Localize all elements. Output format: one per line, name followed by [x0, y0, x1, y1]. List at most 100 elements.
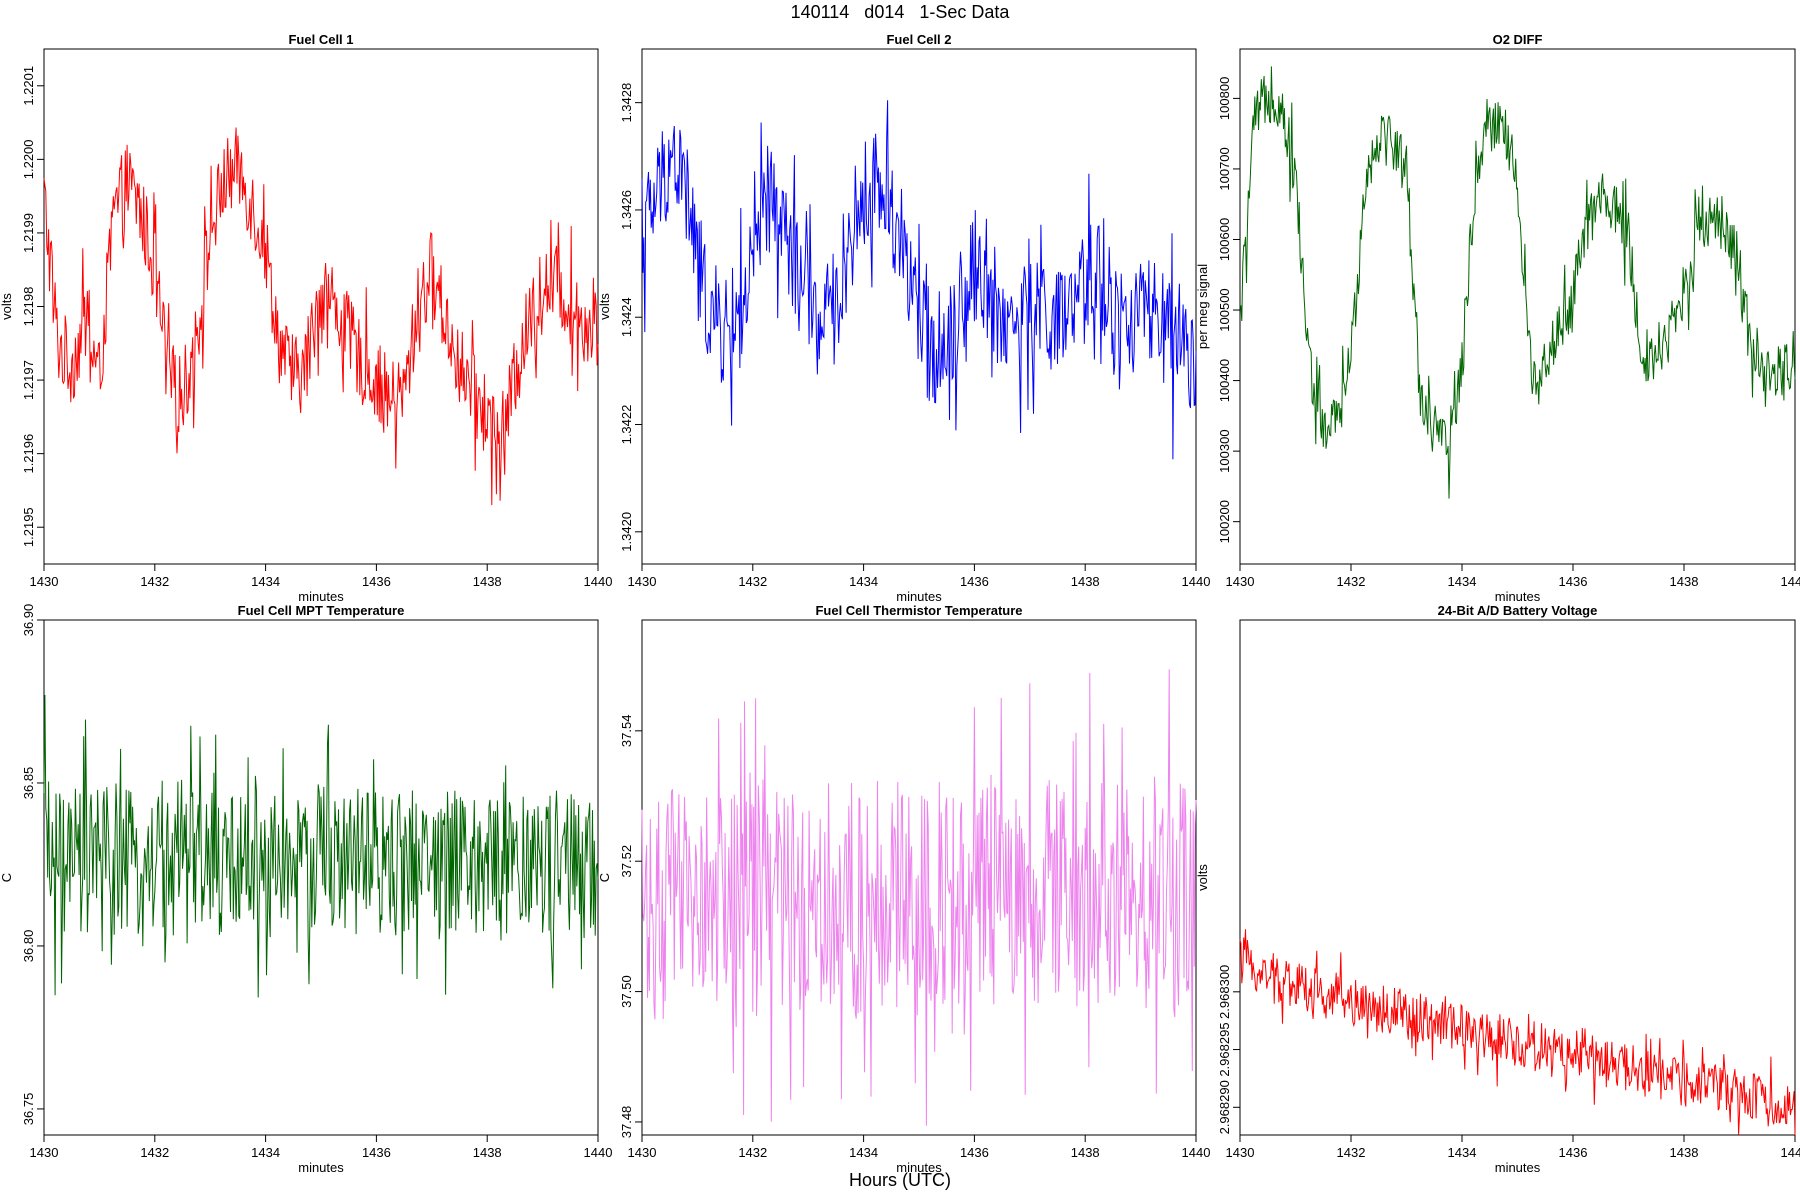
y-tick-label: 100700	[1217, 147, 1232, 190]
x-tick-label: 1432	[140, 1145, 169, 1160]
x-tick-label: 1440	[584, 574, 613, 589]
y-tick-label: 2.968295	[1217, 1022, 1232, 1076]
chart-title: Fuel Cell 2	[886, 32, 951, 47]
y-tick-label: 1.3420	[619, 512, 634, 552]
chart-title: Fuel Cell Thermistor Temperature	[815, 603, 1022, 618]
chart-title: Fuel Cell 1	[288, 32, 353, 47]
x-tick-label: 1430	[628, 574, 657, 589]
x-tick-label: 1436	[1559, 1145, 1588, 1160]
y-tick-label: 2.968300	[1217, 965, 1232, 1019]
x-tick-label: 1430	[1226, 574, 1255, 589]
x-tick-label: 1430	[1226, 1145, 1255, 1160]
x-tick-label: 1436	[1559, 574, 1588, 589]
x-tick-label: 1440	[584, 1145, 613, 1160]
x-tick-label: 1432	[140, 574, 169, 589]
chart-thermistor-temperature: Fuel Cell Thermistor Temperature 1430 1432…	[597, 603, 1210, 1175]
chart-battery-voltage: 24-Bit A/D Battery Voltage 1430 1432 1434 14…	[1195, 603, 1800, 1175]
y-tick-label: 100200	[1217, 500, 1232, 543]
y-tick-label: 36.85	[21, 767, 36, 800]
x-tick-label: 1436	[362, 574, 391, 589]
x-tick-label: 1430	[30, 1145, 59, 1160]
y-tick-label: 1.2196	[21, 434, 36, 474]
y-tick-label: 37.52	[619, 845, 634, 878]
series-line	[1239, 66, 1796, 499]
x-tick-label: 1434	[1448, 574, 1477, 589]
plot-frame	[1239, 48, 1796, 565]
chart-o2-diff: O2 DIFF 1430 1432 1434 1436 1438 1440 minutes 10…	[1195, 32, 1800, 604]
x-tick-label: 1438	[1071, 1145, 1100, 1160]
series-line	[43, 694, 599, 998]
y-tick-label: 100300	[1217, 429, 1232, 472]
plot-frame	[641, 619, 1197, 1136]
y-tick-label: 36.80	[21, 930, 36, 963]
y-tick-label: 1.2195	[21, 507, 36, 547]
y-tick-label: 36.75	[21, 1093, 36, 1126]
x-tick-label: 1432	[1337, 574, 1366, 589]
chart-title: O2 DIFF	[1493, 32, 1543, 47]
x-tick-label: 1436	[960, 574, 989, 589]
x-tick-label: 1440	[1182, 1145, 1211, 1160]
x-tick-label: 1434	[251, 1145, 280, 1160]
x-tick-label: 1440	[1781, 1145, 1800, 1160]
x-tick-label: 1440	[1182, 574, 1211, 589]
series-line	[641, 669, 1197, 1126]
y-axis-label: volts	[597, 293, 612, 320]
chart-mpt-temperature: Fuel Cell MPT Temperature 1430 1432 1434 143…	[0, 603, 612, 1175]
x-axis-label: minutes	[298, 1160, 344, 1175]
y-axis-label: C	[597, 873, 612, 882]
y-tick-label: 37.50	[619, 975, 634, 1008]
x-tick-label: 1436	[960, 1145, 989, 1160]
x-axis-label: minutes	[1495, 589, 1541, 604]
x-tick-label: 1438	[1670, 1145, 1699, 1160]
x-tick-label: 1438	[473, 574, 502, 589]
y-tick-label: 100400	[1217, 359, 1232, 402]
x-tick-label: 1438	[1670, 574, 1699, 589]
y-tick-label: 1.2201	[21, 66, 36, 106]
y-tick-label: 1.3422	[619, 405, 634, 445]
y-tick-label: 100600	[1217, 218, 1232, 261]
y-tick-label: 36.90	[21, 604, 36, 637]
x-tick-label: 1434	[1448, 1145, 1477, 1160]
x-tick-label: 1438	[1071, 574, 1100, 589]
x-axis-label: minutes	[896, 1160, 942, 1175]
x-axis-label: minutes	[1495, 1160, 1541, 1175]
y-tick-label: 1.2198	[21, 287, 36, 327]
x-tick-label: 1432	[738, 1145, 767, 1160]
y-axis-label: volts	[0, 293, 14, 320]
chart-title: 24-Bit A/D Battery Voltage	[1438, 603, 1598, 618]
x-tick-label: 1436	[362, 1145, 391, 1160]
series-line	[1239, 929, 1796, 1136]
x-tick-label: 1432	[738, 574, 767, 589]
series-line	[43, 127, 599, 506]
chart-fuel-cell-2: Fuel Cell 2 1430 1432 1434 1436 1438 1440 minut…	[597, 32, 1210, 604]
y-tick-label: 2.968290	[1217, 1080, 1232, 1134]
y-tick-label: 37.48	[619, 1106, 634, 1139]
chart-title: Fuel Cell MPT Temperature	[238, 603, 405, 618]
x-tick-label: 1434	[849, 1145, 878, 1160]
x-tick-label: 1434	[849, 574, 878, 589]
y-tick-label: 37.54	[619, 715, 634, 748]
plot-frame	[641, 48, 1197, 565]
plot-frame	[1239, 619, 1796, 1136]
x-tick-label: 1434	[251, 574, 280, 589]
x-axis-label: minutes	[298, 589, 344, 604]
y-tick-label: 100800	[1217, 77, 1232, 120]
x-tick-label: 1430	[30, 574, 59, 589]
y-tick-label: 1.2200	[21, 139, 36, 179]
page-title: 140114 d014 1-Sec Data	[790, 2, 1010, 22]
x-tick-label: 1440	[1781, 574, 1800, 589]
y-axis-label: volts	[1195, 864, 1210, 891]
bottom-axis-label: Hours (UTC)	[849, 1170, 951, 1190]
y-tick-label: 1.2197	[21, 360, 36, 400]
chart-fuel-cell-1: Fuel Cell 1 1430 1432 1434 1436 1438 1440 minut…	[0, 32, 612, 604]
x-tick-label: 1432	[1337, 1145, 1366, 1160]
y-tick-label: 1.2199	[21, 213, 36, 253]
series-line	[641, 100, 1197, 460]
y-tick-label: 1.3426	[619, 190, 634, 230]
y-axis-label: C	[0, 873, 14, 882]
x-tick-label: 1438	[473, 1145, 502, 1160]
y-tick-label: 100500	[1217, 288, 1232, 331]
y-tick-label: 1.3424	[619, 297, 634, 337]
x-axis-label: minutes	[896, 589, 942, 604]
y-axis-label: per meg signal	[1195, 264, 1210, 349]
